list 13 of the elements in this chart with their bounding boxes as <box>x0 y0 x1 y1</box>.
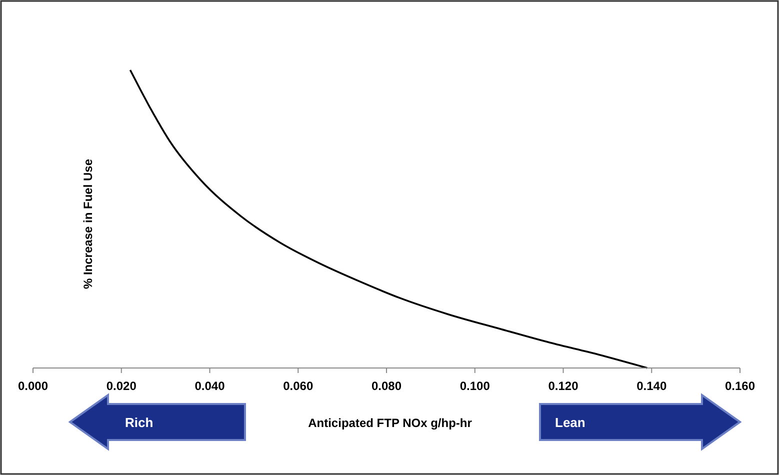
y-axis-title: % Increase in Fuel Use <box>81 158 95 290</box>
x-axis-title: Anticipated FTP NOx g/hp-hr <box>308 416 472 430</box>
x-tick-label: 0.100 <box>460 379 490 393</box>
x-tick-label: 0.020 <box>106 379 137 393</box>
text: Rich <box>125 415 154 430</box>
x-tick-label: 0.040 <box>194 379 226 393</box>
x-tick-label: 0.000 <box>18 379 48 393</box>
x-tick-label: 0.160 <box>724 379 756 393</box>
x-tick-label: 0.140 <box>636 379 667 393</box>
x-tick-label: 0.080 <box>371 379 402 393</box>
x-tick-label: 0.060 <box>283 379 314 393</box>
text: Lean <box>555 415 586 430</box>
x-tick-label: 0.120 <box>548 379 579 393</box>
